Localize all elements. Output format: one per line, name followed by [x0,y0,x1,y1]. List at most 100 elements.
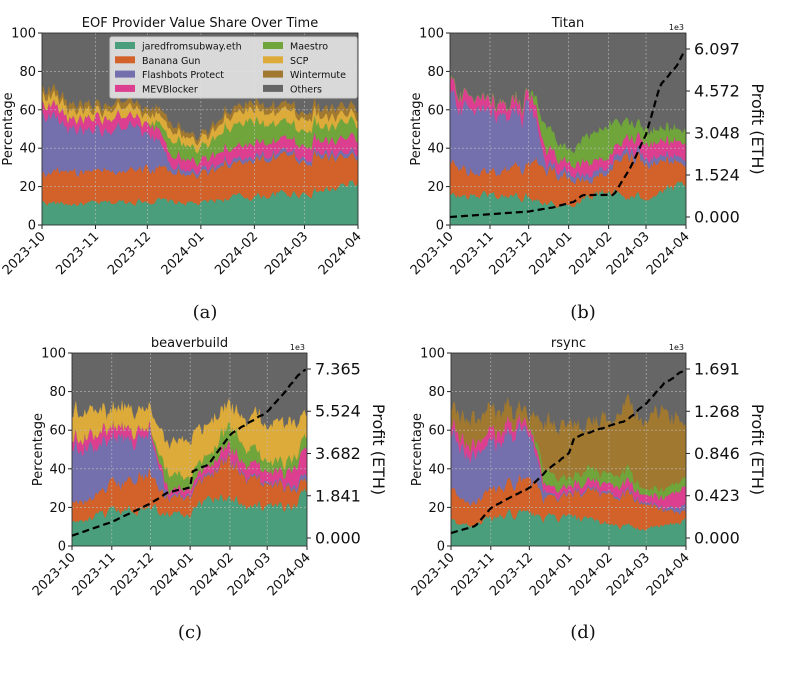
y2-multiplier: 1e3 [290,343,305,352]
legend-label: jaredfromsubway.eth [141,42,242,53]
profit-line [71,368,307,537]
y-tick-label: 40 [428,462,445,477]
plot-frame [41,32,359,226]
legend-label: Maestro [290,42,328,53]
y2-tick-label: 6.097 [694,40,740,59]
y2-tick-label: 0.000 [315,529,361,548]
y-tick-label: 80 [428,385,445,400]
legend-swatch [115,42,135,49]
panel-title: EOF Provider Value Share Over Time [82,16,318,31]
y-tick-label: 60 [428,424,445,439]
legend-label: Banana Gun [142,56,200,67]
y-tick-label: 20 [49,501,66,516]
y-tick-label: 0 [58,540,66,555]
x-tick-label: 2024-01 [526,229,575,278]
x-tick-label: 2024-04 [644,229,693,278]
panel-caption: (c) [178,622,202,643]
legend-label: MEVBlocker [142,84,198,95]
legend-swatch [115,56,135,64]
x-tick-label: 2023-12 [105,229,154,278]
y-tick-label: 0 [28,219,36,234]
plot-frame [71,352,308,547]
profit-line [450,368,686,535]
panel-caption: (a) [193,302,218,323]
x-tick-label: 2024-04 [316,229,365,278]
y2-tick-label: 1.691 [694,360,740,379]
y2-tick-label: 3.682 [315,444,361,463]
y-tick-label: 0 [436,219,444,234]
panel-c: 0204060801002023-102023-112023-122024-01… [30,336,388,643]
y-axis-label: Percentage [409,92,424,165]
x-tick-label: 2024-04 [644,550,693,599]
y-tick-label: 80 [49,385,66,400]
y-axis-label: Percentage [1,92,16,165]
profit-line [449,51,686,219]
y2-tick-label: 3.048 [694,124,740,143]
y-tick-label: 60 [427,103,444,118]
y-tick-label: 100 [419,27,444,42]
x-tick-label: 2023-10 [408,229,457,278]
y2-axis-label: Profit (ETH) [369,404,388,495]
panel-caption: (b) [570,302,596,323]
y-tick-label: 40 [19,142,36,157]
x-tick-label: 2024-01 [159,229,208,278]
x-tick-label: 2023-11 [53,229,102,278]
y-tick-label: 100 [420,347,445,362]
y-tick-label: 20 [19,180,36,195]
y-tick-label: 80 [19,65,36,80]
panel-a: 0 20 40 60 80 100 2023-10 2023-11 2023-12 2024-01… [0,16,365,323]
panel-d: 0204060801002023-102023-112023-122024-01… [409,336,767,643]
y-tick-label: 40 [49,462,66,477]
y2-tick-label: 0.423 [694,486,740,505]
y-tick-label: 40 [427,142,444,157]
legend-label: Others [290,84,322,95]
panel-title: rsync [551,336,586,351]
legend-swatch [263,56,283,64]
y2-axis-label: Profit (ETH) [748,404,767,495]
y2-tick-label: 1.524 [694,166,740,185]
y-tick-label: 0 [437,540,445,555]
legend: jaredfromsubway.eth Banana Gun Flashbots P… [109,36,358,99]
legend-swatch [263,70,283,78]
y2-tick-label: 0.846 [694,444,740,463]
y2-axis-label: Profit (ETH) [748,83,767,174]
y-axis-label: Percentage [410,413,425,486]
y-tick-label: 100 [11,27,36,42]
legend-box [109,36,358,99]
y-tick-label: 20 [428,501,445,516]
y-tick-label: 20 [427,180,444,195]
legend-label: Flashbots Protect [142,70,224,81]
x-tick-label: 2024-02 [212,229,261,278]
panel-title: Titan [551,16,584,31]
y2-tick-label: 0.000 [694,208,740,227]
y-tick-label: 100 [41,347,66,362]
y2-multiplier: 1e3 [669,23,684,32]
legend-swatch [115,84,135,92]
y2-tick-label: 7.365 [315,360,361,379]
y-tick-label: 60 [19,103,36,118]
y2-tick-label: 5.524 [315,402,361,421]
y2-tick-label: 1.841 [315,486,361,505]
y2-tick-label: 1.268 [694,402,740,421]
legend-swatch [115,70,135,78]
plot-frame [450,352,687,547]
legend-label: Wintermute [290,70,346,81]
panel-title: beaverbuild [151,336,228,351]
panel-b: 0204060801002023-102023-112023-122024-01… [408,16,767,323]
x-tick-label: 2023-12 [486,229,535,278]
y2-tick-label: 0.000 [694,529,740,548]
y-tick-label: 60 [49,424,66,439]
x-tick-label: 2024-03 [262,229,311,278]
legend-swatch [263,84,283,92]
x-tick-label: 2024-04 [265,550,314,599]
legend-label: SCP [290,56,309,67]
plot-frame [449,32,687,226]
y-axis-label: Percentage [31,413,46,486]
legend-swatch [263,42,283,49]
y2-multiplier: 1e3 [669,343,684,352]
x-tick-label: 2023-10 [0,229,49,278]
y-tick-label: 80 [427,65,444,80]
y2-tick-label: 4.572 [694,82,740,101]
panel-caption: (d) [570,622,596,643]
